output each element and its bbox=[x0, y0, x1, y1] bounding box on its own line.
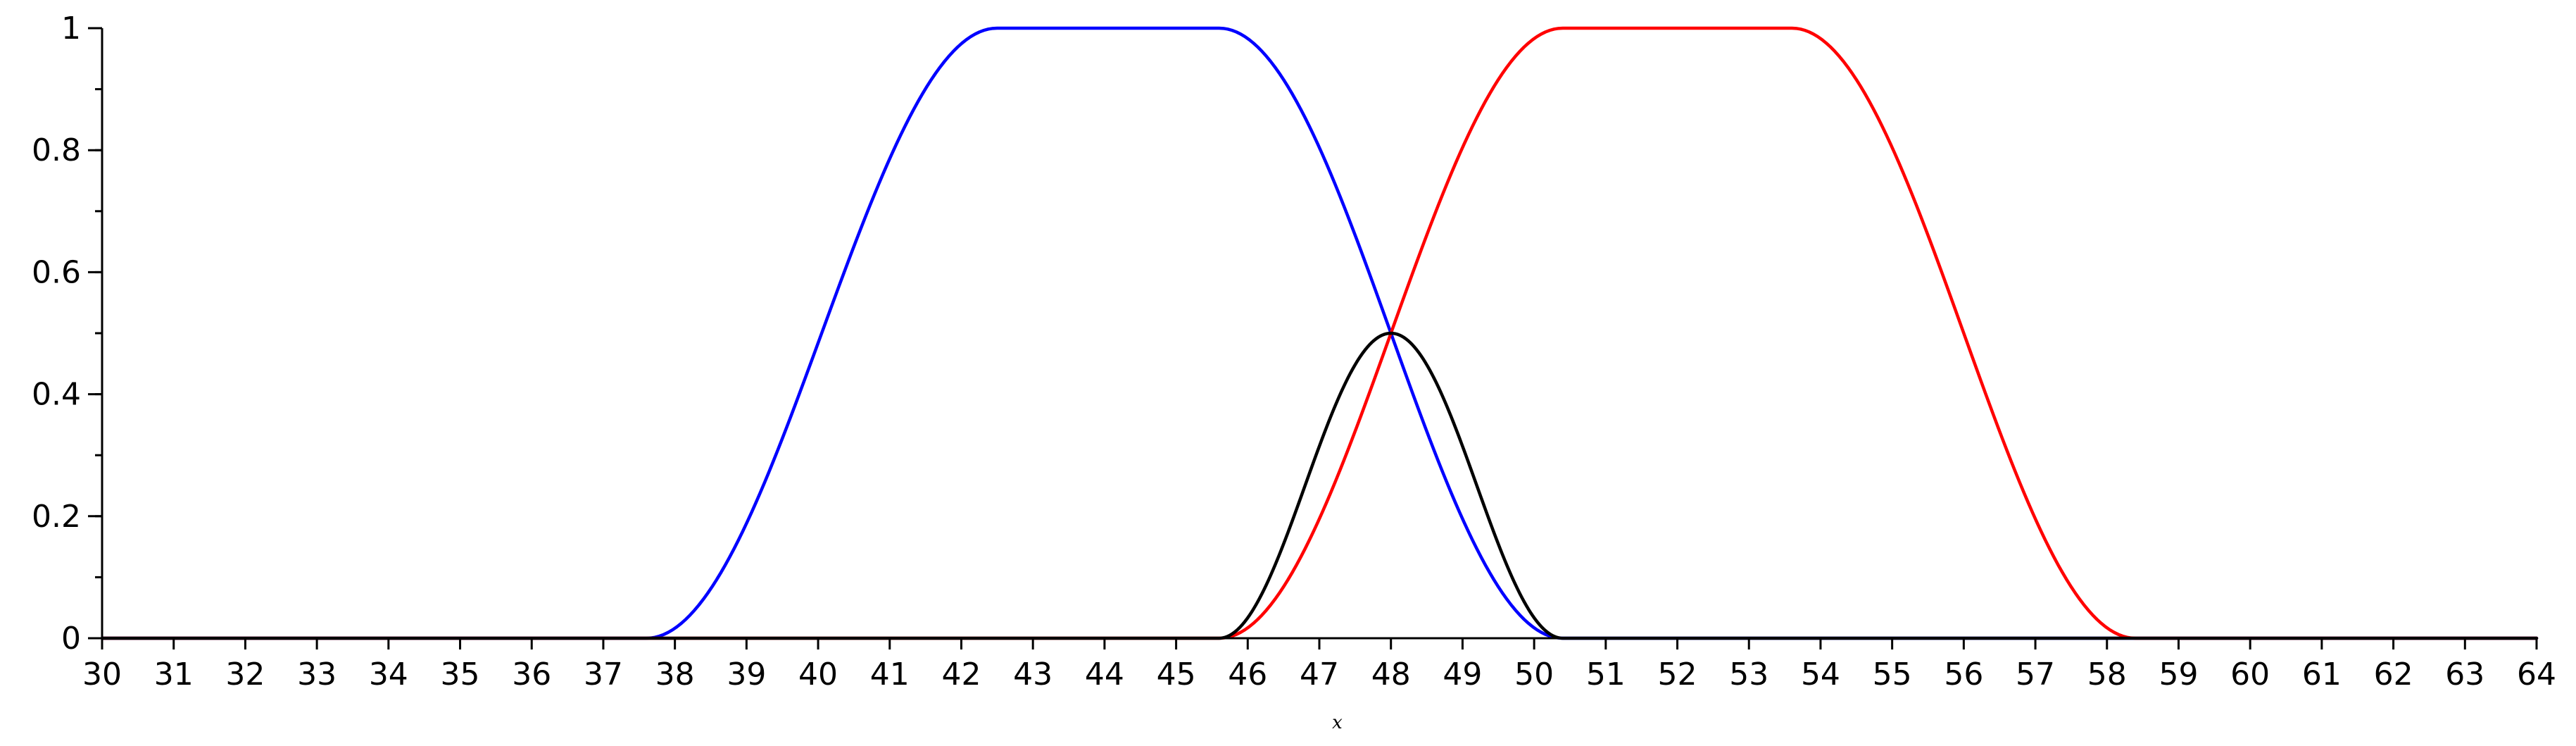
x-tick-label: 32 bbox=[225, 657, 265, 692]
y-tick-label: 0.2 bbox=[32, 499, 81, 535]
x-tick-label: 50 bbox=[1514, 657, 1554, 692]
x-axis-title: x bbox=[1332, 712, 1343, 733]
series-line-2 bbox=[100, 331, 2539, 640]
x-tick-label: 48 bbox=[1371, 657, 1411, 692]
x-tick-label: 53 bbox=[1729, 657, 1768, 692]
x-tick-label: 40 bbox=[798, 657, 838, 692]
x-tick-label: 34 bbox=[369, 657, 408, 692]
y-tick-label: 0.4 bbox=[32, 377, 81, 413]
x-tick-label: 54 bbox=[1801, 657, 1840, 692]
x-tick-label: 31 bbox=[154, 657, 194, 692]
x-tick-label: 52 bbox=[1658, 657, 1697, 692]
plot-curves bbox=[100, 26, 2539, 640]
x-tick-label: 60 bbox=[2230, 657, 2270, 692]
x-tick-label: 47 bbox=[1300, 657, 1339, 692]
x-tick-label: 46 bbox=[1228, 657, 1267, 692]
x-tick-label: 30 bbox=[82, 657, 122, 692]
x-tick-label: 59 bbox=[2159, 657, 2198, 692]
x-tick-label: 41 bbox=[870, 657, 910, 692]
x-tick-label: 43 bbox=[1013, 657, 1053, 692]
x-tick-label: 49 bbox=[1443, 657, 1482, 692]
x-tick-label: 35 bbox=[441, 657, 480, 692]
series-line-1 bbox=[100, 26, 2539, 640]
series-line-0 bbox=[100, 26, 2539, 640]
y-tick-label: 1 bbox=[61, 11, 81, 46]
x-tick-label: 44 bbox=[1085, 657, 1124, 692]
x-tick-label: 39 bbox=[727, 657, 766, 692]
x-tick-label: 42 bbox=[941, 657, 981, 692]
x-tick-label: 33 bbox=[297, 657, 337, 692]
x-tick-label: 51 bbox=[1586, 657, 1626, 692]
axes: 30 31 32 33 34 35 36 37 38 39 40 41 42 43 44 45 46 47 48 49… bbox=[32, 11, 2556, 733]
x-tick-label: 62 bbox=[2374, 657, 2413, 692]
x-tick-label: 57 bbox=[2016, 657, 2055, 692]
y-tick-label: 0.6 bbox=[32, 254, 81, 290]
y-tick-label: 0 bbox=[61, 621, 81, 657]
x-tick-label: 45 bbox=[1157, 657, 1196, 692]
x-tick-label: 56 bbox=[1944, 657, 1983, 692]
x-tick-label: 63 bbox=[2445, 657, 2484, 692]
x-tick-label: 58 bbox=[2087, 657, 2127, 692]
x-tick-label: 37 bbox=[584, 657, 623, 692]
y-tick-label: 0.8 bbox=[32, 132, 81, 168]
x-tick-label: 64 bbox=[2517, 657, 2556, 692]
x-tick-label: 36 bbox=[512, 657, 551, 692]
x-tick-label: 55 bbox=[1873, 657, 1912, 692]
x-tick-label: 61 bbox=[2302, 657, 2342, 692]
x-tick-label: 38 bbox=[655, 657, 695, 692]
